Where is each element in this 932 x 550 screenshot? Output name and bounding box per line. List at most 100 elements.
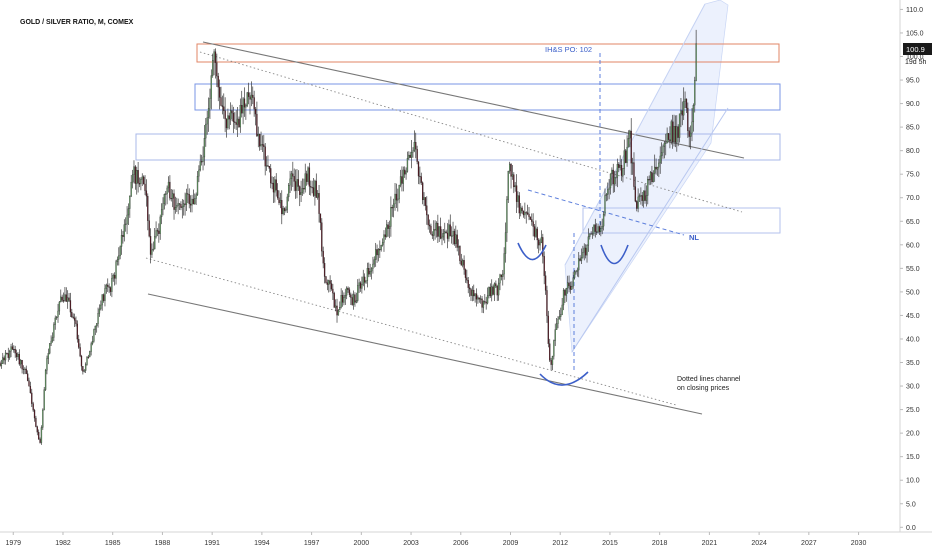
candle-body (409, 154, 411, 158)
candle-body (550, 360, 552, 365)
candle-body (292, 173, 294, 177)
candle-body (481, 298, 483, 308)
candle-body (667, 133, 670, 140)
candle-body (39, 439, 41, 443)
candle-body (337, 309, 340, 316)
candle-body (553, 340, 555, 357)
x-tick-label: 1985 (105, 540, 121, 547)
candle-body (683, 101, 685, 116)
candle-body (80, 355, 83, 367)
y-tick-label: 60.0 (906, 242, 920, 249)
y-tick-label: 45.0 (906, 313, 920, 320)
candle-body (681, 110, 683, 116)
candle-body (231, 110, 233, 114)
candle-body (198, 169, 200, 177)
y-tick-label: 35.0 (906, 360, 920, 367)
y-tick-label: 65.0 (906, 219, 920, 226)
candle-body (123, 224, 125, 237)
candle-body (449, 224, 451, 237)
candle-body (32, 403, 34, 411)
candle-body (10, 346, 12, 352)
candle-body (216, 62, 218, 77)
x-tick-label: 2003 (403, 540, 419, 547)
candle-body (241, 104, 243, 114)
candle-body (381, 242, 384, 246)
candle-body (105, 284, 108, 289)
candle-body (370, 268, 373, 272)
neckline-label: NL (689, 233, 699, 242)
candle-body (4, 352, 7, 361)
candle-body (620, 164, 623, 176)
candle-body (446, 232, 449, 239)
y-tick-label: 80.0 (906, 148, 920, 155)
candle-body (113, 274, 116, 279)
candle-body (315, 180, 317, 198)
candle-body (67, 297, 69, 302)
candle-body (670, 121, 672, 142)
candle-body (235, 122, 237, 125)
candle-body (60, 296, 62, 303)
candle-body (212, 60, 214, 76)
last-price-label: 100.9 (906, 45, 925, 54)
candle-body (601, 225, 603, 229)
candle-body (493, 283, 496, 295)
candle-body (109, 287, 112, 292)
candle-body (442, 233, 445, 238)
candle-body (177, 203, 179, 206)
candle-body (49, 343, 51, 354)
candle-body (612, 169, 614, 185)
x-tick-label: 1979 (5, 540, 21, 547)
candle-body (597, 226, 599, 233)
candle-body (96, 323, 98, 327)
y-tick-label: 0.0 (906, 525, 916, 532)
candle-body (84, 364, 87, 371)
candle-body (227, 115, 229, 129)
candle-body (322, 250, 324, 264)
candle-body (332, 288, 334, 294)
candle-body (596, 231, 598, 233)
y-tick-label: 110.0 (906, 7, 923, 14)
candle-body (439, 226, 442, 239)
candle-body (145, 190, 148, 197)
candle-body (312, 187, 315, 196)
candle-body (31, 392, 33, 404)
candle-body (305, 173, 308, 182)
candle-body (100, 304, 102, 310)
candle-body (598, 226, 601, 232)
candle-body (272, 182, 275, 193)
candle-body (93, 329, 95, 342)
candle-body (619, 164, 621, 168)
candle-body (50, 340, 52, 344)
candle-body (383, 234, 385, 243)
candle-body (261, 144, 264, 146)
candle-body (388, 226, 391, 229)
candle-body (532, 221, 534, 227)
candle-body (53, 324, 55, 338)
candle-body (236, 118, 239, 125)
candle-body (591, 233, 594, 235)
candle-body (692, 105, 695, 123)
candle-body (637, 196, 639, 209)
candle-body (408, 154, 410, 159)
candle-body (185, 193, 188, 205)
candle-body (544, 275, 547, 291)
candle-body (0, 362, 1, 366)
candle-body (167, 181, 170, 189)
candle-body (615, 177, 617, 179)
candle-body (557, 318, 559, 324)
candle-body (154, 236, 156, 250)
candle-body (130, 181, 132, 197)
candle-body (36, 426, 38, 433)
candle-body (568, 282, 570, 287)
candle-body (660, 152, 663, 157)
candle-body (538, 239, 540, 246)
candle-body (156, 230, 159, 232)
candle-body (647, 179, 649, 196)
candle-body (202, 156, 204, 163)
candle-body (14, 349, 16, 354)
candle-body (299, 186, 301, 195)
candle-body (162, 203, 164, 210)
candle-body (392, 203, 395, 208)
candle-body (73, 317, 76, 321)
